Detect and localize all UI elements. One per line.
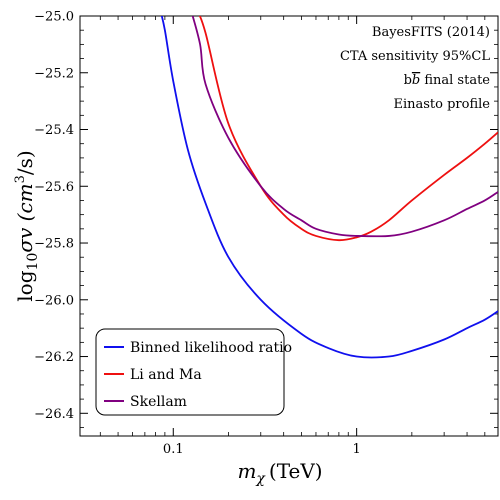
legend-box (95, 328, 285, 416)
y-tick-label: −25.0 (34, 10, 74, 25)
annotations: BayesFITS (2014) CTA sensitivity 95%CL b… (340, 25, 490, 112)
series-line-skellam (191, 16, 498, 238)
y-tick-label: −26.4 (34, 407, 74, 422)
series-lines (160, 16, 498, 359)
y-tick-label: −25.2 (34, 66, 74, 81)
annotation-credit: BayesFITS (2014) (372, 25, 490, 40)
y-tick-label: −26.0 (34, 293, 74, 308)
x-axis-label: mχ (TeV) (237, 459, 322, 487)
legend-label-skellam: Skellam (130, 394, 187, 410)
legend-label-lima: Li and Ma (130, 367, 202, 383)
ticks (80, 15, 498, 436)
x-tick-label: 0.1 (163, 442, 184, 457)
annotation-sensitivity: CTA sensitivity 95%CL (340, 49, 490, 64)
y-axis-label: log10σv (cm3/s) (13, 150, 41, 301)
x-tick-label: 1 (353, 442, 361, 457)
series-line-binned-likelihood (160, 16, 498, 359)
series-line-li-and-ma (198, 16, 498, 242)
legend-label-binned: Binned likelihood ratio (130, 340, 292, 356)
y-tick-label: −25.4 (34, 123, 74, 138)
y-tick-label: −25.6 (34, 180, 74, 195)
annotation-profile: Einasto profile (393, 97, 490, 112)
y-tick-label: −25.8 (34, 237, 74, 252)
y-tick-label: −26.2 (34, 350, 74, 365)
annotation-final-state: bb final state (404, 73, 491, 88)
legend: Binned likelihood ratio Li and Ma Skella… (95, 328, 292, 416)
tick-labels: 0.1 1 −25.0 −25.2 −25.4 −25.6 −25.8 −26.0 −26.2 −… (34, 10, 361, 458)
